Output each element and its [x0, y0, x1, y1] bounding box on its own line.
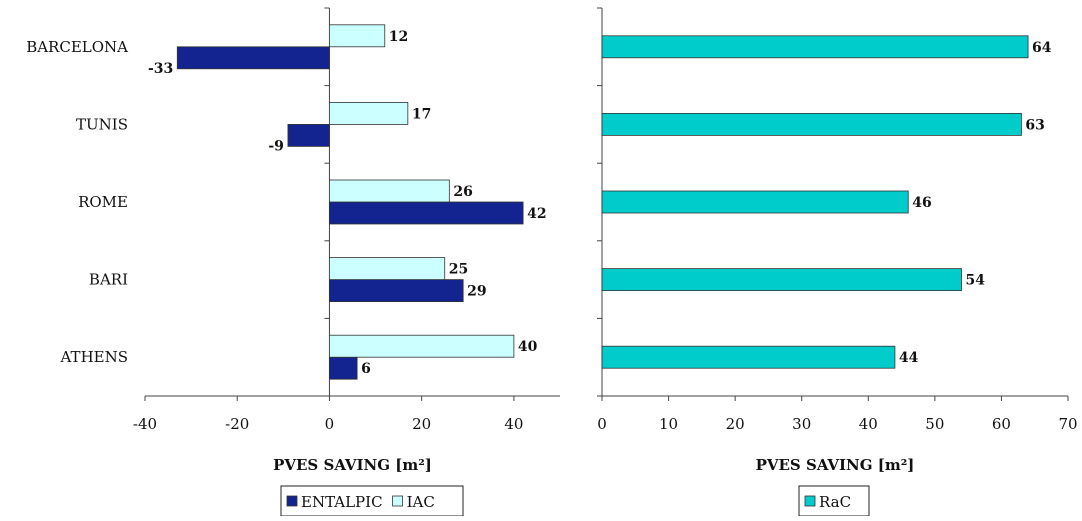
data-label-rac-barcelona: 64: [1032, 40, 1052, 56]
x-tick-label-40: -40: [133, 415, 157, 433]
x-tick-label-40: 40: [504, 415, 523, 433]
bar-entalpic-barcelona: [176, 46, 330, 70]
data-label-entalpic-bari: 29: [467, 284, 486, 300]
bar-rac-bari: [601, 268, 962, 292]
category-label-athens: ATHENS: [60, 348, 128, 366]
data-label-entalpic-athens: 6: [361, 361, 371, 377]
x-tick-label-70: 70: [1058, 415, 1077, 433]
category-label-tunis: TUNIS: [76, 115, 128, 133]
legend-swatch-rac: [804, 495, 816, 507]
legend-label-rac: RaC: [819, 493, 851, 511]
legend-label-entalpic: ENTALPIC: [301, 493, 383, 511]
data-label-entalpic-barcelona: -33: [148, 61, 173, 77]
bar-entalpic-rome: [329, 201, 524, 225]
data-label-iac-barcelona: 12: [389, 29, 408, 45]
x-axis-title: PVES SAVING [m²]: [756, 456, 915, 474]
bar-entalpic-bari: [329, 279, 464, 303]
category-label-barcelona: BARCELONA: [26, 38, 128, 56]
x-tick-label-10: 10: [659, 415, 678, 433]
bar-rac-tunis: [601, 113, 1022, 136]
left-chart-entalpic-iac: -40 -20 0 20 40 BARCELONA TUNIS ROME BARI ATHENS -…: [26, 7, 560, 517]
x-tick-label-20: 20: [412, 415, 431, 433]
data-label-iac-athens: 40: [518, 339, 538, 355]
data-label-iac-rome: 26: [453, 184, 472, 200]
bar-iac-athens: [329, 334, 515, 358]
data-label-rac-bari: 54: [965, 273, 985, 289]
x-tick-label-20: -20: [225, 415, 249, 433]
legend-box: [280, 485, 464, 517]
data-label-rac-athens: 44: [899, 350, 919, 366]
bar-iac-barcelona: [329, 24, 386, 48]
legend-swatch-entalpic: [286, 495, 298, 507]
data-label-iac-tunis: 17: [412, 106, 431, 122]
bar-entalpic-tunis: [287, 124, 330, 147]
legend-swatch-iac: [392, 495, 403, 507]
category-label-rome: ROME: [78, 193, 128, 211]
legend-label-iac: IAC: [407, 493, 435, 511]
bar-iac-rome: [329, 179, 450, 203]
bar-iac-tunis: [329, 102, 409, 125]
x-tick-label-20: 20: [726, 415, 745, 433]
x-tick-label-30: 30: [792, 415, 811, 433]
x-tick-label-0: 0: [325, 415, 335, 433]
data-label-entalpic-rome: 42: [527, 206, 546, 222]
bar-rac-barcelona: [601, 35, 1029, 59]
x-axis-title: PVES SAVING [m²]: [273, 456, 432, 474]
x-tick-label-50: 50: [925, 415, 944, 433]
data-label-rac-tunis: 63: [1025, 117, 1044, 133]
bar-entalpic-athens: [329, 356, 358, 380]
category-label-bari: BARI: [89, 271, 128, 289]
data-label-iac-bari: 25: [449, 262, 468, 278]
right-chart-rac: 0 10 20 30 40 50 60 70 64 63 46 54 44 PVES SAVING [m²…: [597, 7, 1078, 517]
bar-rac-athens: [601, 345, 896, 369]
data-label-rac-rome: 46: [912, 195, 931, 211]
data-label-entalpic-tunis: -9: [268, 138, 284, 154]
x-tick-label-0: 0: [597, 415, 607, 433]
bar-rac-rome: [601, 190, 909, 214]
bar-iac-bari: [329, 257, 446, 281]
x-tick-label-40: 40: [859, 415, 878, 433]
x-tick-label-60: 60: [992, 415, 1011, 433]
